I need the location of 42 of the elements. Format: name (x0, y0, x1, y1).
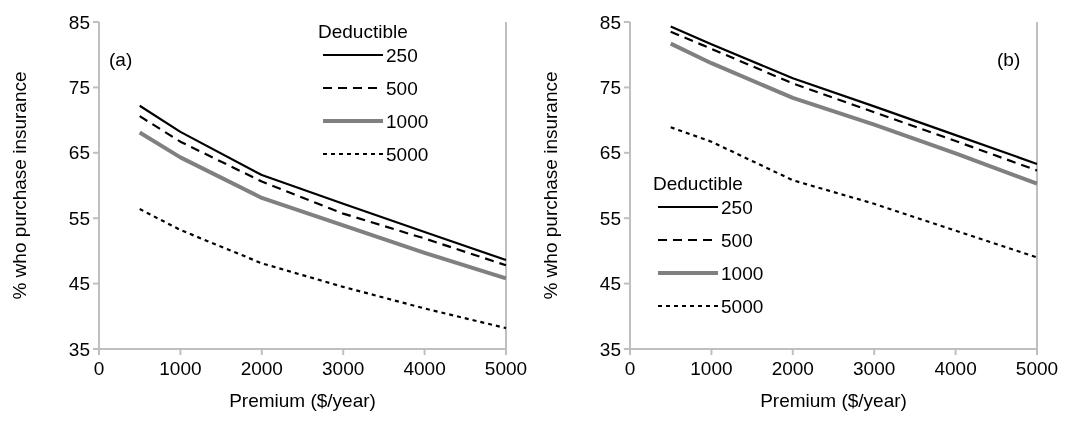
y-tick-label: 55 (599, 207, 621, 229)
y-tick-label: 45 (68, 273, 90, 295)
y-tick-label: 75 (599, 77, 621, 99)
legend-title: Deductible (318, 21, 408, 42)
y-tick-label: 45 (599, 273, 621, 295)
x-tick-label: 2000 (771, 358, 814, 379)
x-tick-label: 0 (624, 358, 636, 379)
x-tick-label: 4000 (934, 358, 977, 379)
x-axis-title: Premium ($/year) (229, 390, 376, 411)
legend-label: 5000 (721, 296, 764, 317)
y-axis-title: % who purchase insurance (540, 71, 561, 300)
y-tick-label: 35 (599, 338, 621, 360)
legend-label: 250 (386, 45, 418, 66)
annotation: (a) (109, 49, 133, 70)
x-tick-label: 4000 (403, 358, 446, 379)
x-tick-label: 5000 (484, 358, 528, 379)
y-tick-label: 85 (599, 11, 621, 33)
x-tick-label: 1000 (690, 358, 733, 379)
line-series (137, 130, 508, 281)
annotation: (b) (997, 49, 1021, 70)
y-tick-label: 55 (68, 207, 90, 229)
legend-title: Deductible (653, 173, 743, 194)
x-tick-label: 2000 (240, 358, 283, 379)
y-tick-label: 65 (68, 142, 90, 164)
y-axis-title: % who purchase insurance (9, 71, 30, 300)
y-tick-label: 35 (68, 338, 90, 360)
legend-label: 1000 (721, 263, 764, 284)
legend-label: 1000 (386, 111, 429, 132)
legend-label: 250 (721, 197, 753, 218)
x-tick-label: 3000 (853, 358, 896, 379)
x-tick-label: 1000 (159, 358, 202, 379)
x-tick-label: 5000 (1015, 358, 1059, 379)
y-tick-label: 75 (68, 77, 90, 99)
legend-label: 500 (721, 230, 753, 251)
legend-label: 5000 (386, 144, 429, 165)
legend-label: 500 (386, 78, 418, 99)
y-tick-label: 65 (599, 142, 621, 164)
y-tick-label: 85 (68, 11, 90, 33)
x-tick-label: 3000 (322, 358, 365, 379)
x-axis-title: Premium ($/year) (760, 390, 907, 411)
x-tick-label: 0 (93, 358, 105, 379)
line-series (138, 207, 508, 330)
